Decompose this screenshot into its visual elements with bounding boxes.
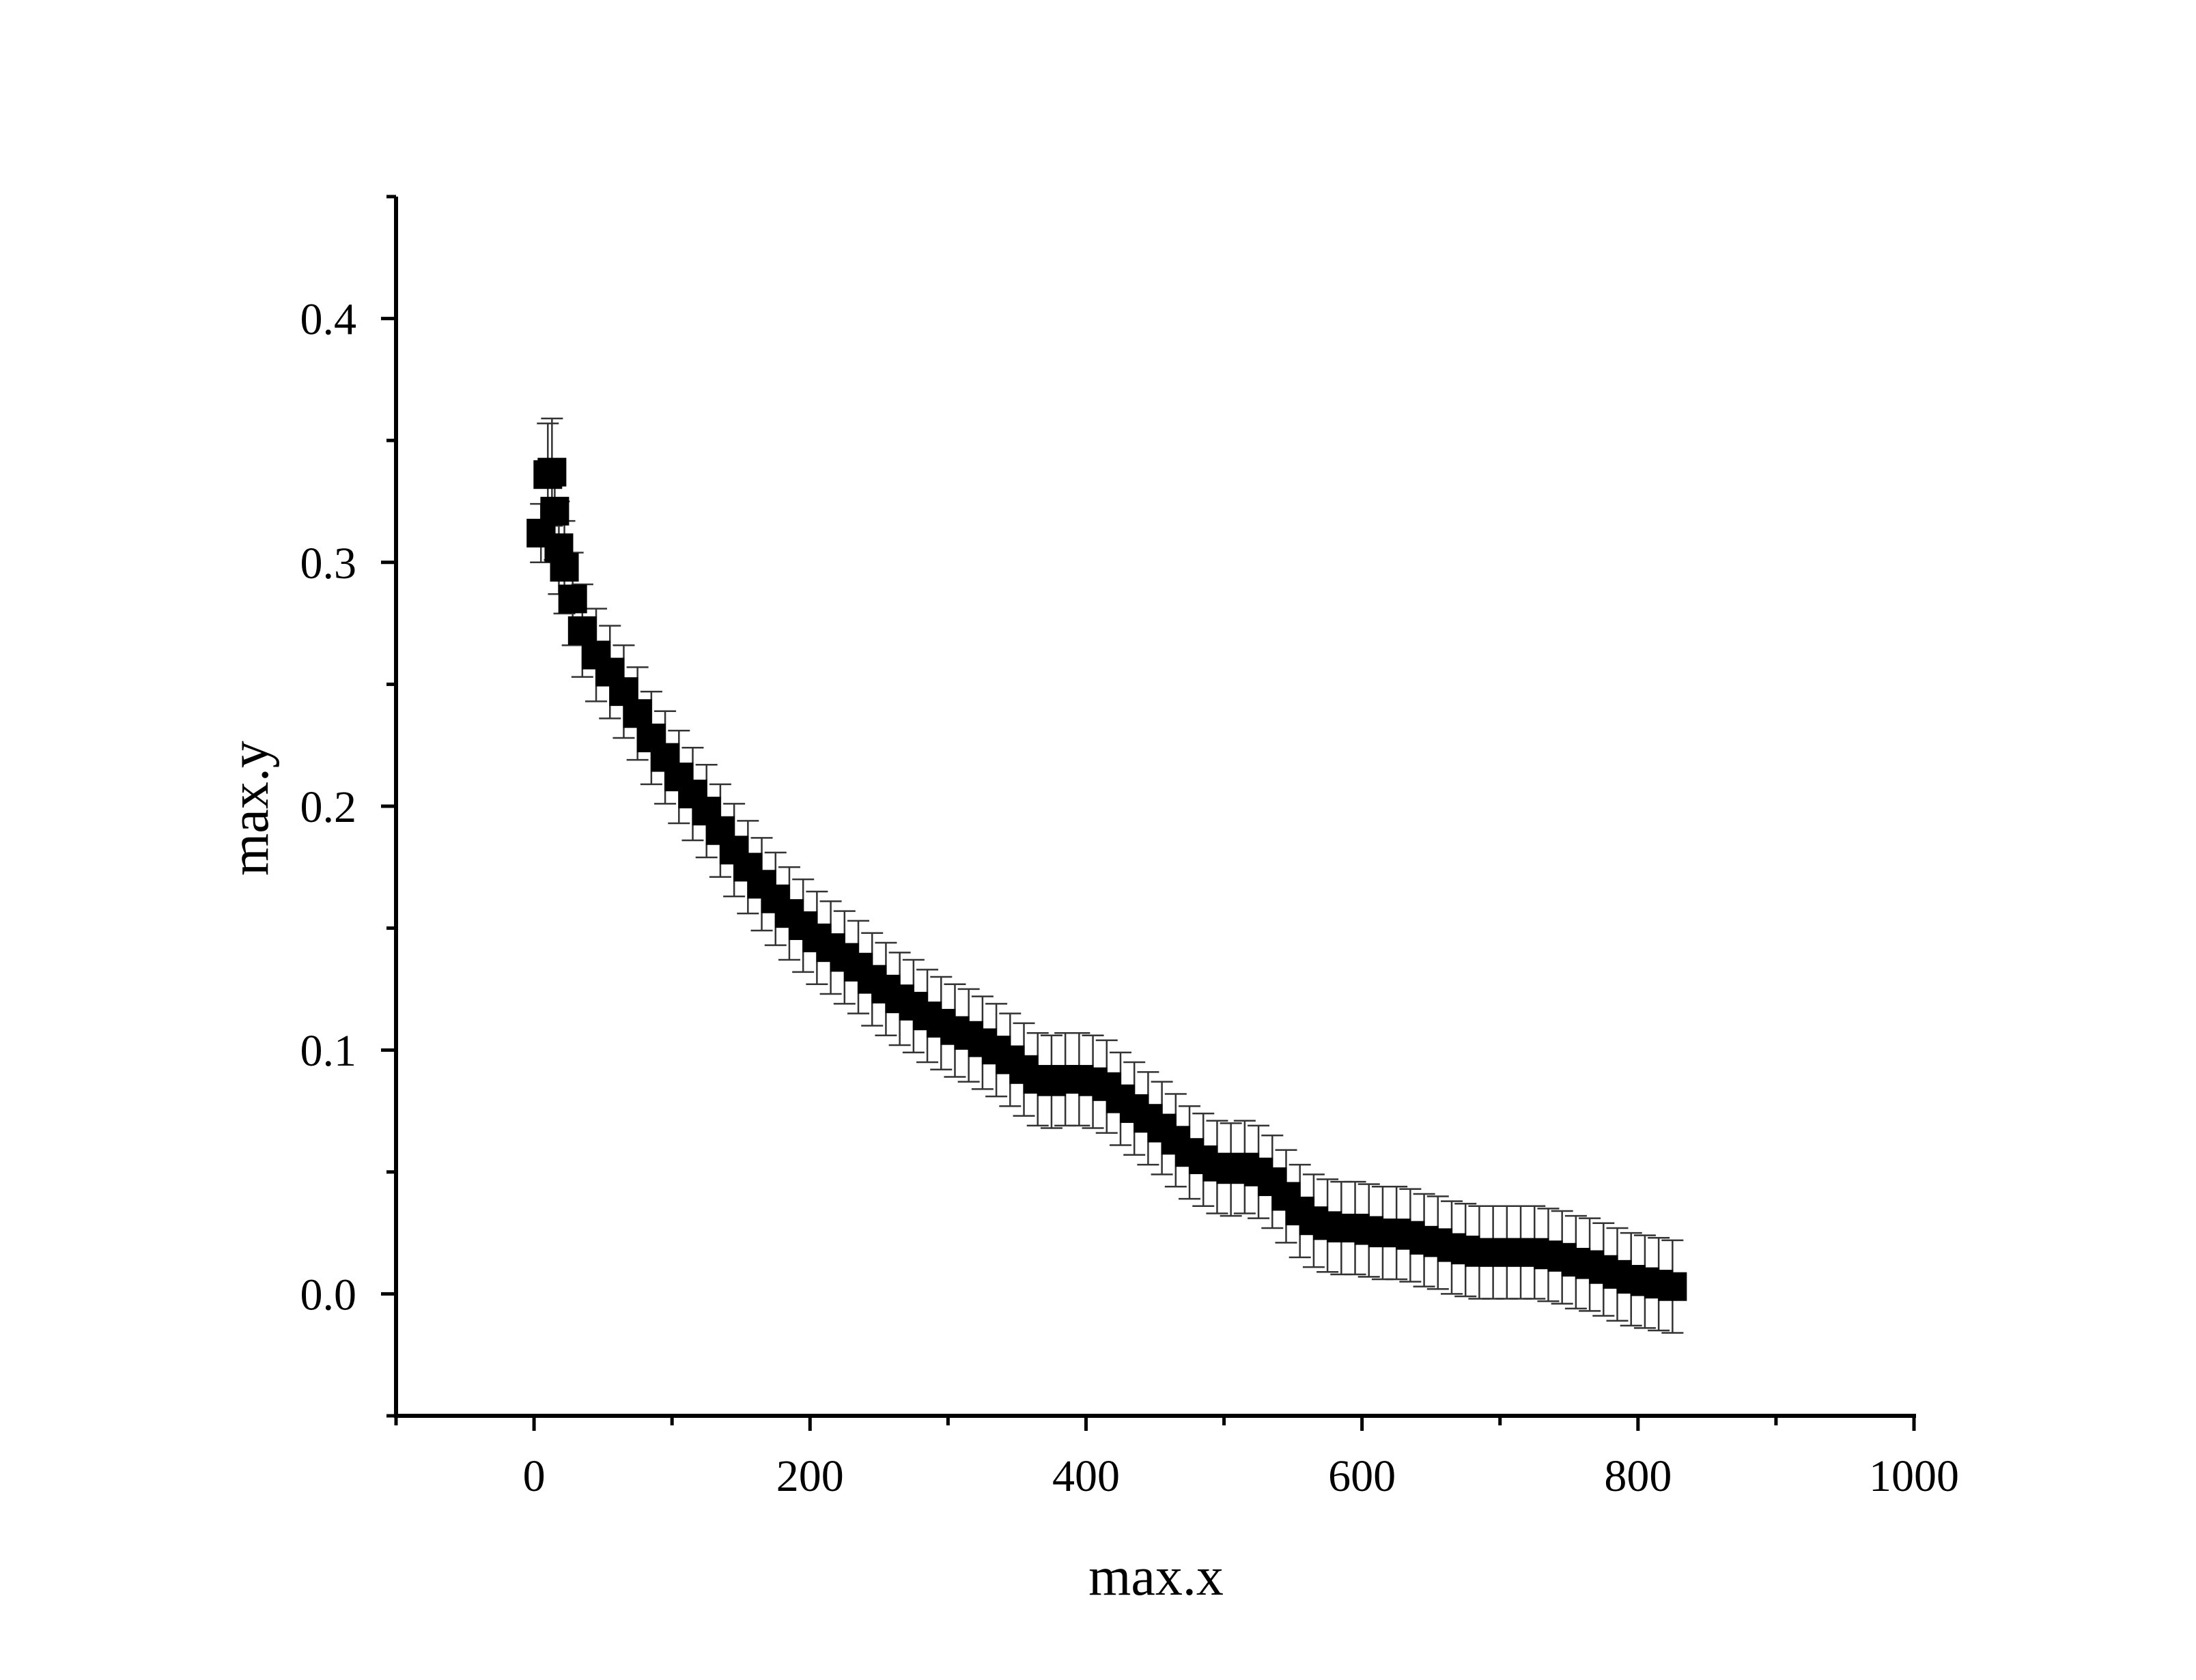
y-tick-label: 0.0 [300, 1270, 357, 1320]
x-tick-label: 0 [523, 1451, 546, 1501]
data-point [567, 616, 597, 645]
x-tick-label: 600 [1328, 1451, 1396, 1501]
x-axis-title: max.x [1088, 1547, 1224, 1607]
x-tick-label: 800 [1604, 1451, 1672, 1501]
x-tick-label: 200 [776, 1451, 844, 1501]
data-point [623, 699, 652, 728]
y-axis-title: max.y [220, 741, 280, 876]
y-tick-label: 0.2 [300, 782, 357, 832]
y-axis-ticks: 0.0 0.1 0.2 0.3 0.4 [300, 195, 396, 1418]
data-point [558, 584, 587, 614]
y-tick-label: 0.1 [300, 1026, 357, 1076]
y-tick-label: 0.3 [300, 539, 357, 588]
axes [394, 197, 1916, 1418]
data-point [540, 496, 569, 526]
data-point [1658, 1272, 1687, 1301]
data-point [537, 457, 567, 487]
data-point [550, 552, 579, 582]
x-tick-label: 1000 [1869, 1451, 1959, 1501]
x-tick-label: 400 [1052, 1451, 1120, 1501]
error-bars [530, 417, 1684, 1334]
y-tick-label: 0.4 [300, 295, 357, 345]
data-points [526, 457, 1687, 1301]
x-axis-ticks: 0 200 400 600 800 1000 [394, 1416, 1959, 1501]
